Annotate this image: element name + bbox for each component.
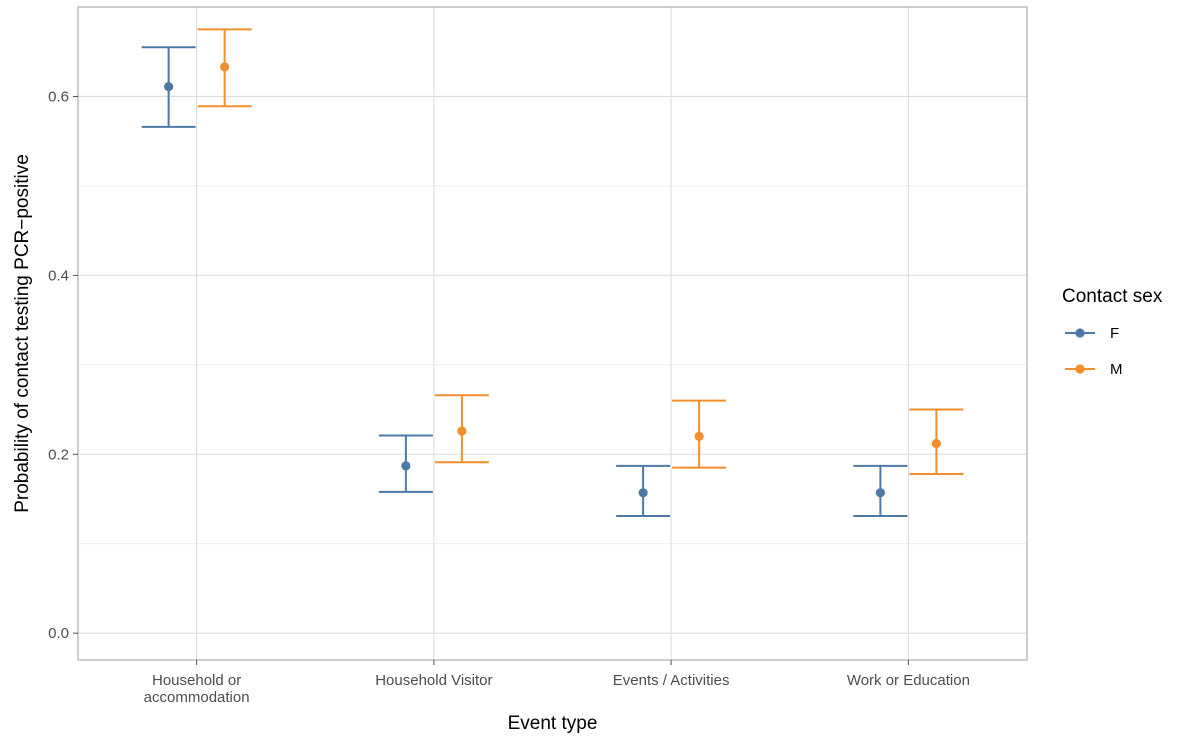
x-tick-label: Work or Education	[847, 672, 970, 689]
data-point-F	[875, 488, 885, 498]
data-point-F	[401, 461, 411, 471]
y-tick-label: 0.0	[48, 625, 69, 642]
plot-border	[77, 6, 1028, 661]
legend-key-point-M	[1075, 364, 1085, 374]
data-point-M	[694, 431, 704, 441]
data-point-M	[220, 62, 230, 72]
y-tick-label: 0.2	[48, 446, 69, 463]
legend-title: Contact sex	[1062, 286, 1163, 307]
x-tick-label: accommodation	[144, 689, 250, 706]
y-axis-title: Probability of contact testing PCR−posit…	[12, 154, 33, 513]
data-point-M	[931, 438, 941, 449]
data-point-F	[164, 82, 174, 92]
x-axis-title: Event type	[508, 713, 598, 734]
x-tick-label: Household or	[152, 672, 241, 689]
x-tick-label: Events / Activities	[613, 672, 730, 689]
y-tick-label: 0.4	[48, 267, 69, 284]
plot-panel	[78, 7, 1027, 660]
legend-key-point-F	[1075, 328, 1085, 338]
data-point-F	[638, 488, 648, 498]
y-tick-label: 0.6	[48, 88, 69, 105]
legend-label-M: M	[1110, 361, 1123, 378]
x-tick-label: Household Visitor	[375, 672, 492, 689]
data-point-M	[457, 426, 467, 436]
legend-label-F: F	[1110, 325, 1119, 342]
